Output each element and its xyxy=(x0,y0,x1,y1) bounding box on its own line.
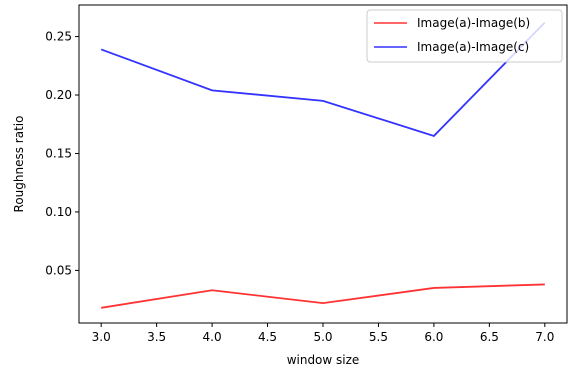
legend-label-series-1: Image(a)-Image(b) xyxy=(417,16,530,30)
legend-label-series-2: Image(a)-Image(c) xyxy=(417,40,529,54)
y-tick-label: 0.05 xyxy=(45,263,72,277)
y-tick-label: 0.15 xyxy=(45,146,72,160)
y-tick-label: 0.25 xyxy=(45,30,72,44)
y-axis: 0.05 0.10 0.15 0.20 0.25 xyxy=(45,30,79,277)
x-tick-label: 4.0 xyxy=(203,330,222,344)
x-tick-label: 7.0 xyxy=(535,330,554,344)
x-tick-label: 3.5 xyxy=(147,330,166,344)
x-axis: 3.0 3.5 4.0 4.5 5.0 5.5 6.0 6.5 7.0 xyxy=(92,323,554,344)
x-tick-label: 6.5 xyxy=(480,330,499,344)
x-tick-label: 3.0 xyxy=(92,330,111,344)
y-tick-label: 0.20 xyxy=(45,88,72,102)
x-axis-label: window size xyxy=(287,353,360,367)
series-line-1 xyxy=(101,283,545,309)
series-layer xyxy=(100,21,546,309)
x-tick-label: 4.5 xyxy=(258,330,277,344)
y-axis-label: Roughness ratio xyxy=(12,116,26,213)
y-tick-label: 0.10 xyxy=(45,205,72,219)
legend-box xyxy=(366,9,563,63)
x-tick-label: 5.5 xyxy=(369,330,388,344)
legend: Image(a)-Image(b) Image(a)-Image(c) xyxy=(366,9,563,63)
series-line-2 xyxy=(100,21,546,137)
x-tick-label: 5.0 xyxy=(313,330,332,344)
x-tick-label: 6.0 xyxy=(424,330,443,344)
